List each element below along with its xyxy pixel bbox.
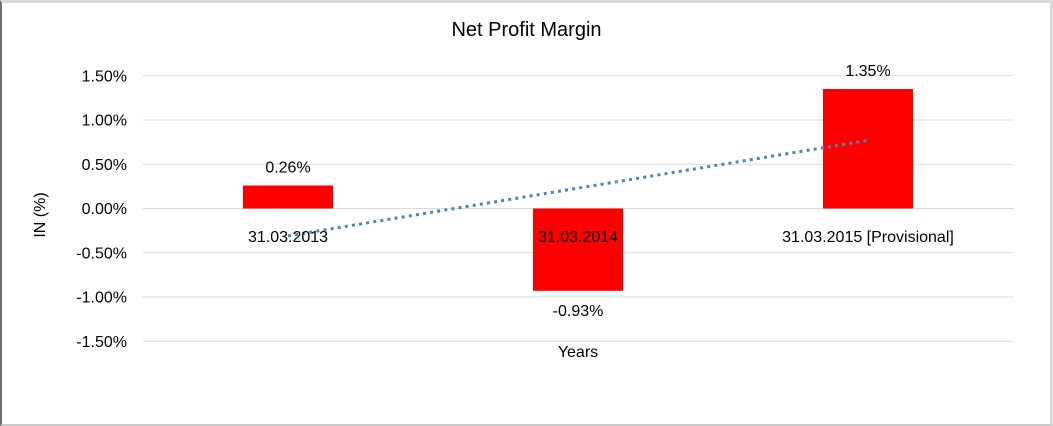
category-label: 31.03.2015 [Provisional] [782, 229, 954, 246]
data-label: 0.26% [265, 159, 310, 176]
y-tick-label: -1.50% [76, 334, 127, 351]
trendline [287, 138, 869, 238]
x-axis-title: Years [557, 344, 599, 361]
bar [243, 185, 333, 209]
y-tick-label: 1.00% [82, 113, 127, 130]
y-tick-label: -1.00% [76, 290, 127, 307]
chart-title: Net Profit Margin [451, 19, 602, 41]
y-tick-label: 1.50% [82, 68, 127, 85]
bar [533, 208, 623, 291]
y-axis-title: IN (%) [32, 192, 49, 238]
bar [823, 89, 913, 209]
data-label: -0.93% [553, 303, 604, 320]
y-tick-label: 0.50% [82, 157, 127, 174]
y-tick-label: -0.50% [76, 245, 127, 262]
category-label: 31.03.2013 [248, 229, 328, 246]
data-label: 1.35% [845, 63, 890, 80]
y-tick-label: 0.00% [82, 201, 127, 218]
category-label: 31.03.2014 [538, 229, 618, 246]
plot-area: 1.50% 1.00% 0.50% 0.00% -0.50% -1.00% -1.50% 31… [76, 63, 1013, 351]
